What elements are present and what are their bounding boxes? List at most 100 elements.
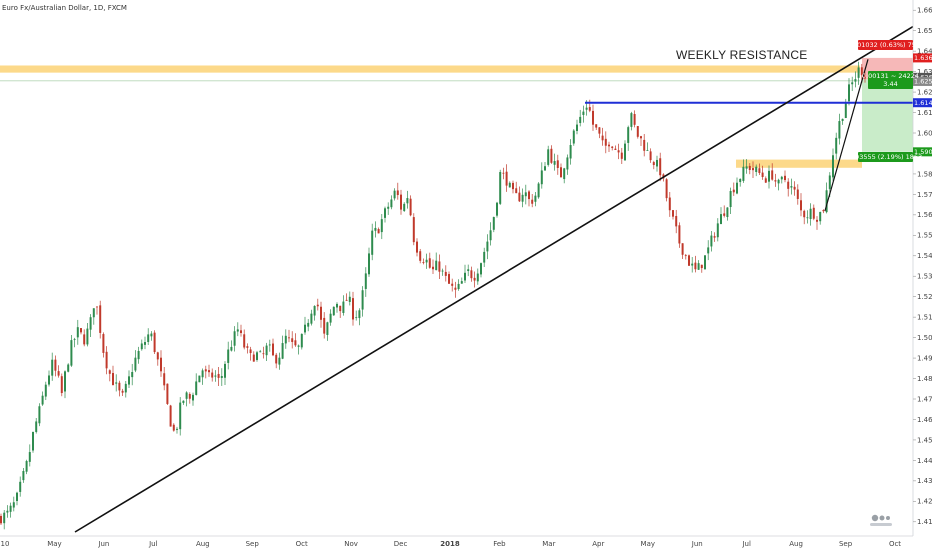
chart-title: Euro Fx/Australian Dollar, 1D, FXCM [2,4,127,12]
y-tick-label: 1.47000 [917,395,932,403]
candle [528,190,530,207]
y-tick-label: 1.56000 [917,211,932,219]
candle [688,254,690,266]
candle [441,268,444,276]
candle [102,332,105,358]
y-tick-label: 1.62000 [917,88,932,96]
candle [12,496,15,512]
support-zone [736,159,862,168]
candle [547,145,550,167]
candle [579,109,582,127]
labels-layer: 1.636741.626421.625111.614811.590870.010… [849,40,932,162]
candle [412,213,415,246]
candle [672,210,674,220]
candle [483,247,486,268]
candle [617,143,620,160]
lines-layer [74,25,914,533]
candle [806,210,809,224]
candle [838,113,841,145]
candle [496,201,498,218]
weekly-resistance-annotation: WEEKLY RESISTANCE [676,48,807,62]
candle [348,291,351,306]
price-tag-current-2: 1.62511 [913,76,932,86]
time-axis: 10 May Jun Jul Aug Sep Oct Nov Dec 2018 Feb Mar Apr M… [0,535,913,548]
candle [0,513,2,526]
candle [128,370,130,389]
candle [438,254,441,280]
candle [480,262,482,278]
candles-layer [0,61,866,530]
candle [694,255,697,273]
y-tick-label: 1.49000 [917,354,932,362]
candle [656,155,658,172]
candle [476,268,479,285]
candle [134,350,137,373]
candle [851,76,854,92]
candle [524,184,527,205]
svg-text:1.63674: 1.63674 [914,54,932,62]
candle [246,343,249,354]
candle [537,182,540,199]
candle [553,153,556,171]
y-tick-label: 1.54000 [917,252,932,260]
svg-text:1.62511: 1.62511 [914,78,932,86]
main-trendline[interactable] [74,25,914,533]
candle [800,193,802,217]
candle [713,232,716,242]
candle [444,265,447,282]
candle [777,178,780,191]
candle [403,202,406,212]
candle [595,124,598,131]
candle [83,329,86,347]
candle [636,125,639,139]
candle [44,381,47,401]
candle [768,165,770,189]
candle [684,253,687,260]
candle [192,392,194,406]
candle [832,148,834,181]
short-trendline[interactable] [824,59,869,211]
candle [252,351,255,362]
candle [464,264,466,284]
candle [384,206,386,223]
candle [601,127,604,146]
x-tick-label: 2018 [440,540,460,548]
candle [41,391,44,406]
candle [470,266,473,282]
candle [790,178,793,195]
x-tick-label: Oct [889,540,901,548]
candle [652,160,655,170]
candle [531,194,534,208]
candle [681,243,684,259]
candle [454,281,457,298]
candle [432,259,434,274]
candle [35,417,38,434]
candle [368,247,370,277]
candle [816,216,818,230]
candle [345,293,348,301]
candle [179,397,182,436]
candle [147,328,150,345]
candle [803,209,806,225]
candle [640,135,642,147]
candle [665,178,668,202]
x-tick-label: Feb [493,540,506,548]
candle [112,365,114,386]
candle [172,423,175,432]
candle [505,164,508,192]
candle [736,177,738,195]
candle [32,431,34,453]
candle [576,119,578,135]
candle [784,170,786,183]
candle [521,188,524,208]
price-tag-stop: 1.63674 [913,53,932,63]
candle [812,204,815,221]
candle [771,163,774,181]
candle [448,271,450,284]
candle [300,333,303,350]
candle [729,187,732,214]
price-tag-target: 1.59087 [913,147,932,157]
candle [284,329,287,349]
